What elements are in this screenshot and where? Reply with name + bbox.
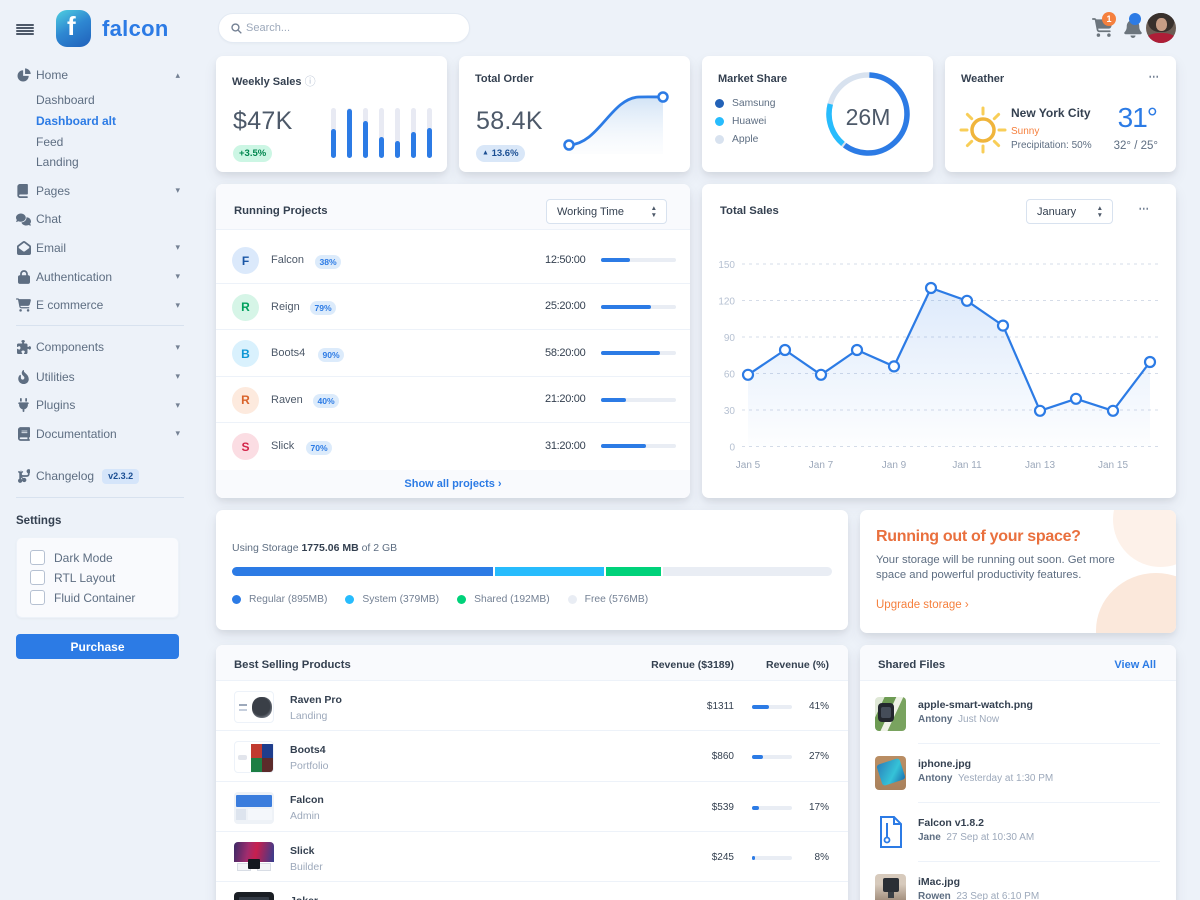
svg-text:26M: 26M xyxy=(846,104,891,130)
svg-text:120: 120 xyxy=(718,297,735,308)
svg-text:Jan 11: Jan 11 xyxy=(952,460,982,471)
svg-text:30: 30 xyxy=(724,406,736,417)
svg-text:60: 60 xyxy=(724,370,736,381)
svg-text:150: 150 xyxy=(718,260,735,271)
svg-text:Jan 9: Jan 9 xyxy=(882,460,907,471)
svg-text:Jan 15: Jan 15 xyxy=(1098,460,1128,471)
svg-text:90: 90 xyxy=(724,333,736,344)
svg-text:Jan 5: Jan 5 xyxy=(736,460,761,471)
svg-text:0: 0 xyxy=(729,443,735,454)
svg-text:Jan 13: Jan 13 xyxy=(1025,460,1055,471)
svg-text:Jan 7: Jan 7 xyxy=(809,460,834,471)
